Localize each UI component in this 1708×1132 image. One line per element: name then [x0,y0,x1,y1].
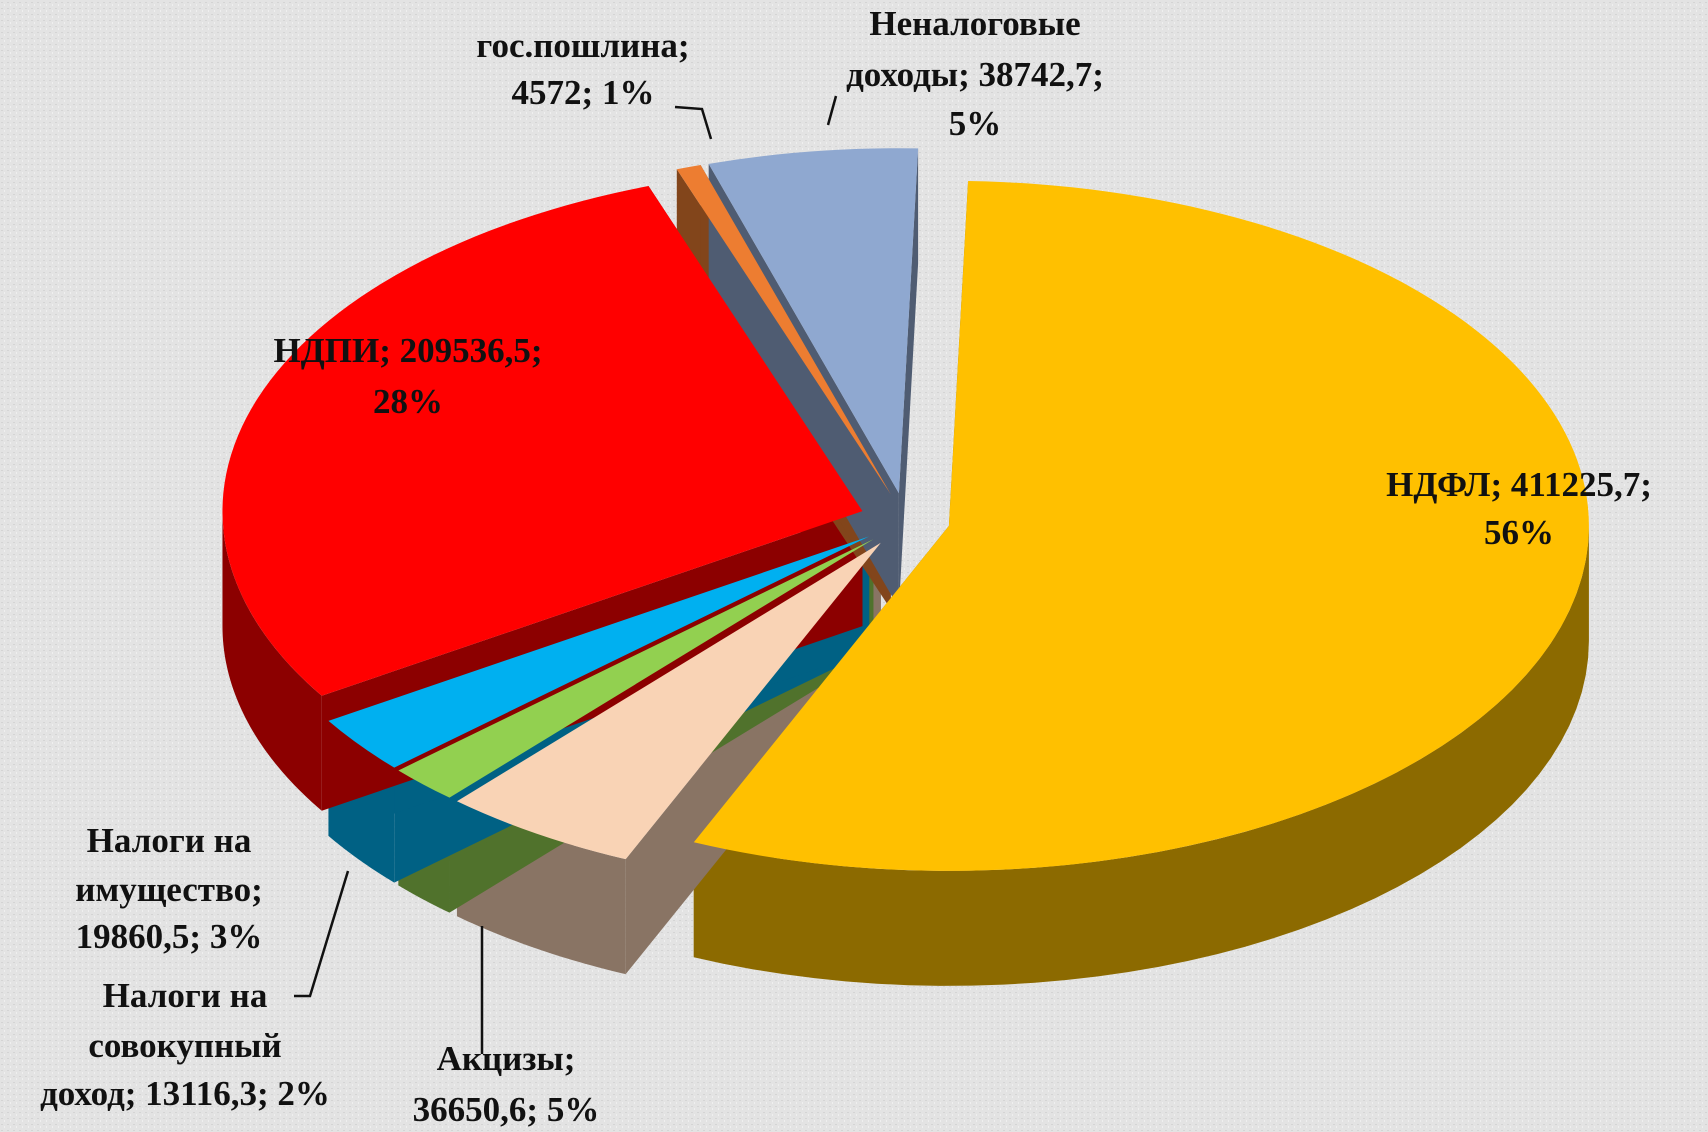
leader-line [294,870,350,998]
data-label: 4572; 1% [512,73,655,112]
data-labels: НДФЛ; 411225,7; 56% Акцизы; 36650,6; 5% Нало… [40,4,1652,1129]
data-label: совокупный [88,1026,281,1065]
data-label: 5% [949,104,1002,143]
slice-side [898,148,919,609]
slice-top [398,539,874,798]
slice-top [693,181,1589,871]
data-label: 19860,5; 3% [76,917,263,956]
data-label: имущество; [75,870,263,909]
data-label: 28% [373,382,443,421]
slice-wall [222,511,322,811]
pie [222,148,1589,986]
slice-top [222,186,863,696]
slice-top [328,536,870,768]
data-label: Налоги на [103,976,268,1015]
data-label: 56% [1484,513,1554,552]
slice-top [676,164,891,495]
data-label: НДПИ; 209536,5; [273,331,542,370]
data-label: доходы; 38742,7; [846,55,1104,94]
slice-top [456,542,881,860]
data-label: 36650,6; 5% [413,1090,600,1129]
data-label: доход; 13116,3; 2% [40,1074,330,1113]
data-label: Акцизы; [437,1039,576,1078]
leader-line [826,95,838,126]
data-label: НДФЛ; 411225,7; [1386,465,1652,504]
data-label: Налоги на [87,821,252,860]
data-label: Неналоговые [869,4,1080,43]
slice-top [708,148,919,494]
slice-wall [693,525,1589,986]
leader-line [674,105,713,140]
data-label: гос.пошлина; [476,26,689,65]
